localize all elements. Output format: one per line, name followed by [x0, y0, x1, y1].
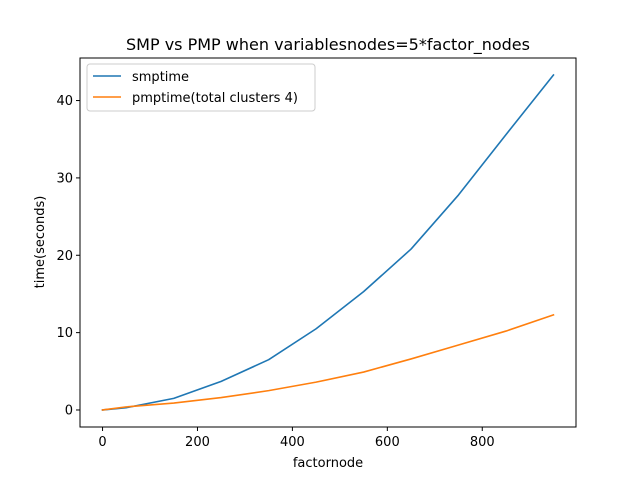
chart-title: SMP vs PMP when variablesnodes=5*factor_… — [126, 35, 530, 55]
x-axis-label: factornode — [293, 456, 363, 471]
series-line-2 — [101, 313, 555, 411]
y-tick-label: 40 — [56, 94, 73, 109]
legend-label-2: pmptime(total clusters 4) — [132, 91, 298, 106]
legend-label-1: smptime — [132, 70, 189, 85]
axes-frame — [79, 57, 577, 428]
plot-area: 0 200 400 600 800 0 10 20 30 40 — [56, 57, 577, 450]
y-tick-label: 30 — [56, 171, 73, 186]
x-tick-label: 400 — [280, 435, 305, 450]
series-layer — [101, 73, 555, 411]
x-tick-label: 800 — [470, 435, 495, 450]
y-tick-label: 0 — [65, 403, 73, 418]
legend: smptime pmptime(total clusters 4) — [86, 63, 316, 112]
y-axis-ticks: 0 10 20 30 40 — [56, 94, 80, 418]
legend-entries: smptime pmptime(total clusters 4) — [93, 70, 298, 106]
y-tick-label: 10 — [56, 326, 73, 341]
series-line-1 — [101, 73, 555, 411]
legend-box — [86, 63, 316, 112]
y-tick-label: 20 — [56, 249, 73, 264]
x-tick-label: 600 — [375, 435, 400, 450]
x-tick-label: 200 — [185, 435, 210, 450]
x-tick-label: 0 — [98, 435, 106, 450]
x-axis-ticks: 0 200 400 600 800 — [98, 427, 495, 450]
y-axis-label: time(seconds) — [33, 196, 48, 289]
